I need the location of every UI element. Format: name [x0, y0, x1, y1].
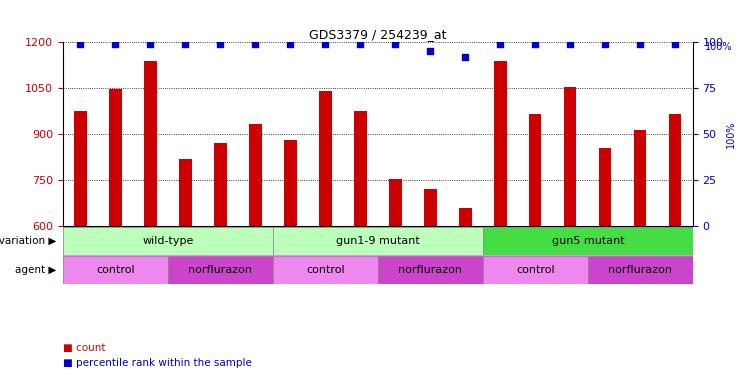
Bar — [273, 256, 378, 283]
Bar — [74, 111, 87, 226]
Point — [110, 41, 122, 47]
Bar — [669, 114, 682, 226]
Text: wild-type: wild-type — [142, 236, 193, 246]
Title: GDS3379 / 254239_at: GDS3379 / 254239_at — [309, 28, 447, 41]
Bar — [110, 89, 122, 226]
Text: control: control — [96, 265, 135, 275]
Bar — [459, 208, 471, 226]
Text: ■ percentile rank within the sample: ■ percentile rank within the sample — [63, 358, 252, 368]
Point — [75, 41, 87, 47]
Bar — [168, 256, 273, 283]
Bar — [144, 61, 156, 226]
Point — [599, 41, 611, 47]
Bar — [494, 61, 507, 226]
Point — [215, 41, 227, 47]
Text: control: control — [306, 265, 345, 275]
Bar — [378, 256, 483, 283]
Point — [354, 41, 366, 47]
Point — [634, 41, 646, 47]
Point — [425, 48, 436, 55]
Point — [529, 41, 541, 47]
Text: norflurazon: norflurazon — [608, 265, 672, 275]
Text: control: control — [516, 265, 555, 275]
Bar — [63, 256, 168, 283]
Point — [565, 41, 576, 47]
Bar — [389, 179, 402, 226]
Text: agent ▶: agent ▶ — [16, 265, 57, 275]
Text: ■ count: ■ count — [63, 343, 105, 353]
Y-axis label: 100%: 100% — [726, 121, 737, 148]
Point — [390, 41, 402, 47]
Bar — [249, 124, 262, 226]
Text: norflurazon: norflurazon — [399, 265, 462, 275]
Point — [285, 41, 296, 47]
Point — [459, 54, 471, 60]
Text: genotype/variation ▶: genotype/variation ▶ — [0, 236, 57, 246]
Bar — [599, 148, 611, 226]
Bar — [564, 87, 576, 226]
Text: norflurazon: norflurazon — [188, 265, 253, 275]
Point — [669, 41, 681, 47]
Bar — [588, 256, 693, 283]
Text: gun5 mutant: gun5 mutant — [551, 236, 624, 246]
Text: gun1-9 mutant: gun1-9 mutant — [336, 236, 420, 246]
Bar — [179, 159, 192, 226]
Bar — [634, 130, 646, 226]
Bar — [63, 227, 273, 255]
Point — [179, 41, 191, 47]
Point — [144, 41, 156, 47]
Bar — [354, 111, 367, 226]
Bar — [483, 227, 693, 255]
Bar — [319, 91, 331, 226]
Bar — [214, 144, 227, 226]
Point — [494, 41, 506, 47]
Bar — [273, 227, 483, 255]
Bar — [425, 189, 436, 226]
Bar — [483, 256, 588, 283]
Bar — [529, 114, 542, 226]
Text: 100%: 100% — [705, 42, 733, 52]
Bar — [285, 141, 296, 226]
Point — [250, 41, 262, 47]
Point — [319, 41, 331, 47]
